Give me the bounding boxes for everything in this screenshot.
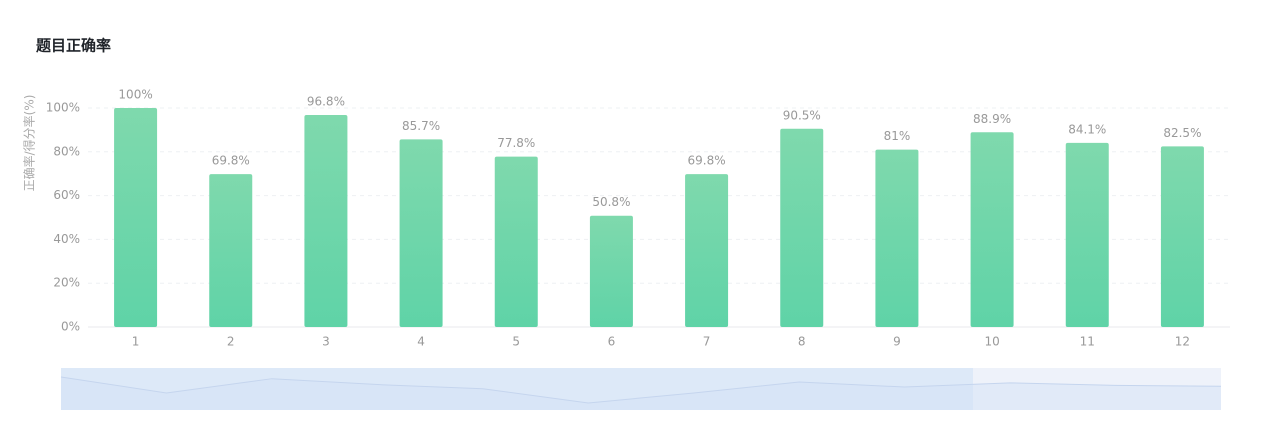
value-label: 100%	[118, 88, 152, 102]
x-tick-label: 9	[893, 335, 901, 349]
x-tick-label: 6	[608, 335, 616, 349]
bar	[685, 174, 729, 327]
value-label: 77.8%	[497, 136, 535, 150]
bar	[1065, 142, 1109, 327]
bar	[114, 108, 158, 327]
bar	[780, 128, 824, 327]
zoom-preview-line	[60, 376, 1222, 404]
bar	[304, 115, 348, 328]
bar	[399, 139, 443, 327]
bar	[494, 156, 538, 327]
value-label: 84.1%	[1068, 122, 1106, 136]
x-tick-label: 1	[132, 335, 140, 349]
y-tick-label: 20%	[53, 276, 80, 290]
bar	[970, 132, 1014, 327]
zoom-preview-area	[61, 377, 1221, 410]
x-tick-label: 12	[1175, 335, 1190, 349]
x-tick-label: 5	[512, 335, 520, 349]
value-label: 85.7%	[402, 119, 440, 133]
y-tick-label: 60%	[53, 188, 80, 202]
value-label: 69.8%	[688, 154, 726, 168]
bar	[209, 174, 253, 327]
y-tick-label: 40%	[53, 232, 80, 246]
value-label: 81%	[884, 129, 911, 143]
y-tick-label: 0%	[61, 320, 80, 334]
bar	[875, 149, 919, 327]
y-axis-label: 正确率/得分率(%)	[22, 95, 37, 192]
value-label: 96.8%	[307, 95, 345, 109]
chart-title: 题目正确率	[36, 37, 111, 55]
x-tick-label: 11	[1080, 335, 1095, 349]
y-tick-label: 80%	[53, 144, 80, 158]
value-label: 82.5%	[1163, 126, 1201, 140]
x-tick-label: 10	[984, 335, 999, 349]
x-tick-label: 2	[227, 335, 235, 349]
value-label: 69.8%	[212, 154, 250, 168]
x-tick-label: 3	[322, 335, 330, 349]
value-label: 50.8%	[592, 195, 630, 209]
x-tick-label: 4	[417, 335, 425, 349]
x-tick-label: 7	[703, 335, 711, 349]
value-label: 90.5%	[783, 108, 821, 122]
bar	[1160, 146, 1204, 327]
y-tick-label: 100%	[46, 101, 80, 115]
bar	[589, 215, 633, 327]
value-label: 88.9%	[973, 112, 1011, 126]
x-tick-label: 8	[798, 335, 806, 349]
